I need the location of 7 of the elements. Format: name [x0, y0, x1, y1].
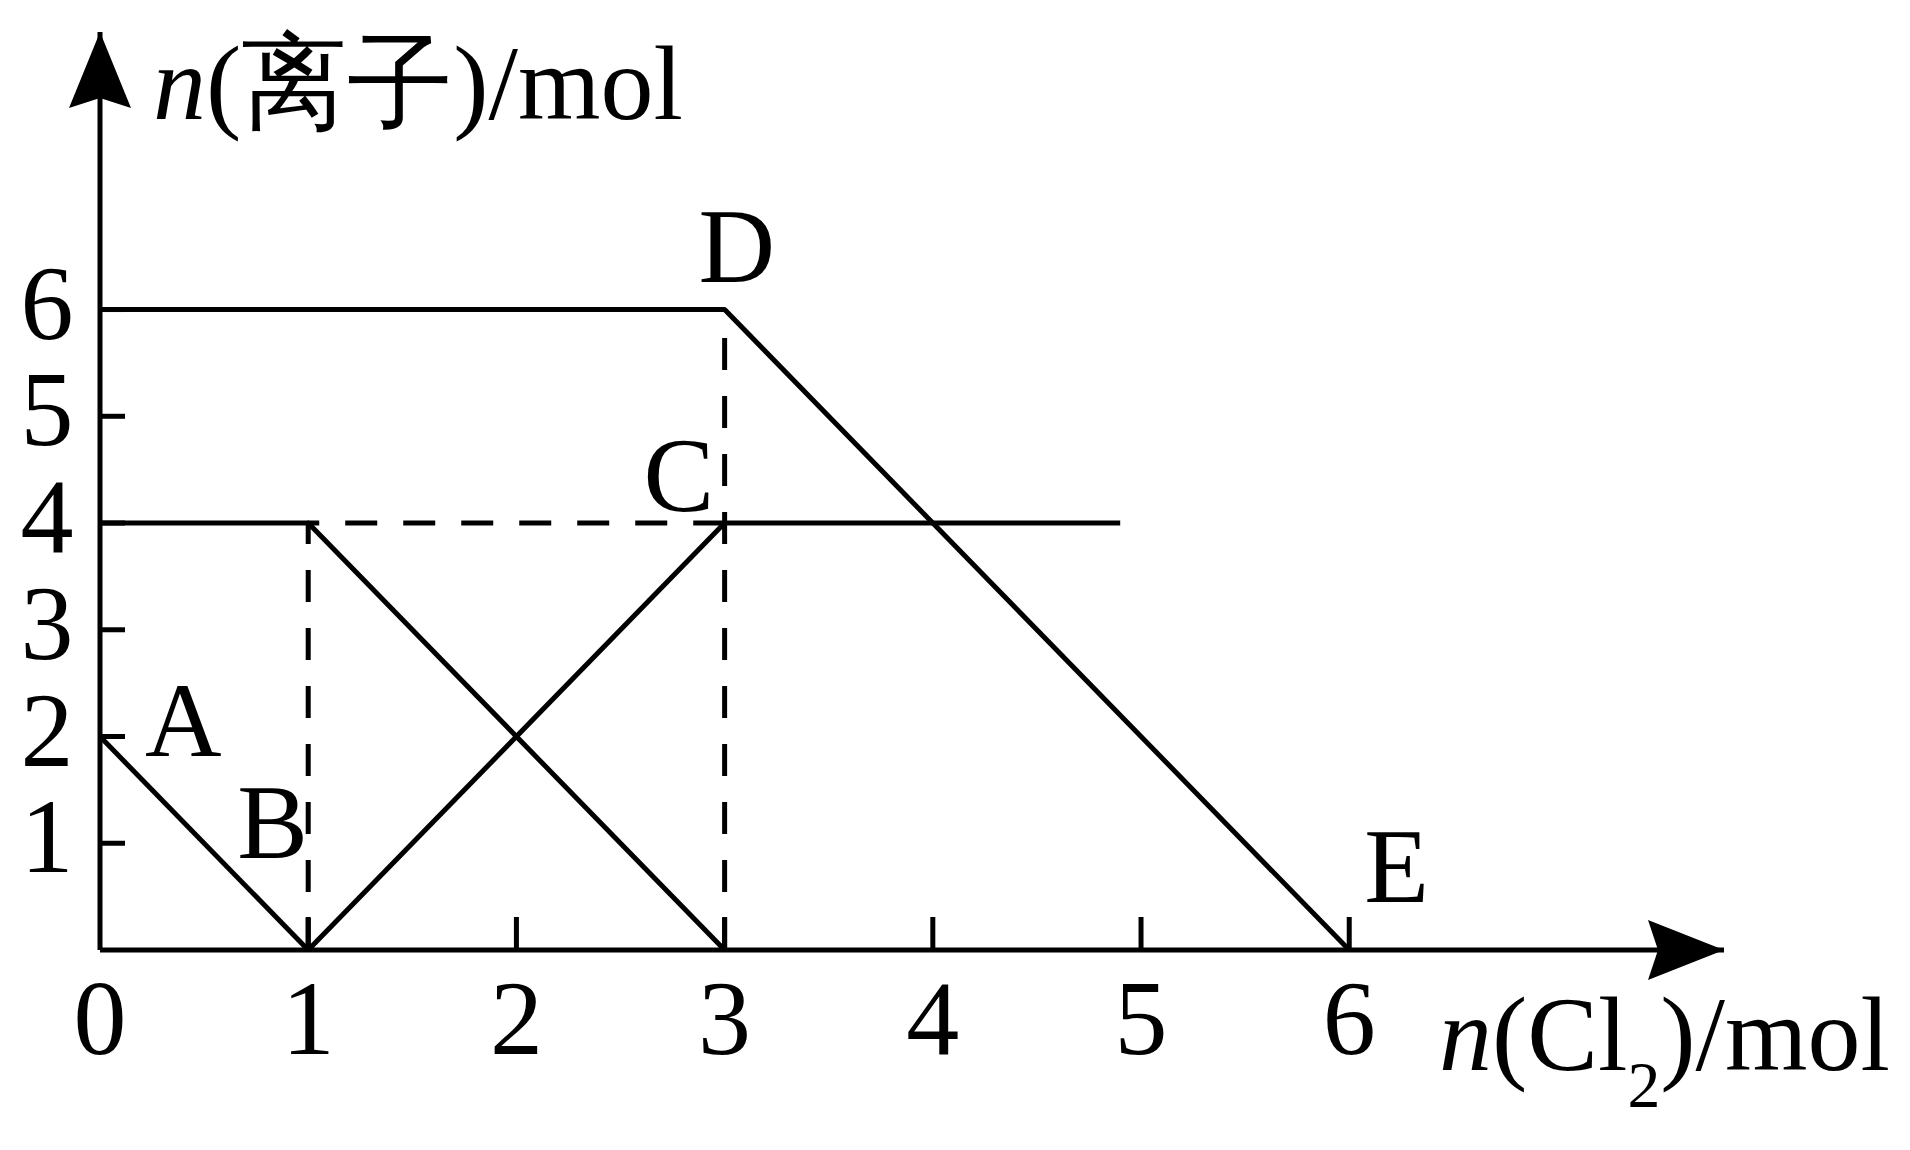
annotation: C — [643, 417, 715, 534]
annotation: E — [1364, 808, 1429, 925]
ylabel: n(离子)/mol — [153, 25, 683, 142]
annotation: B — [237, 764, 308, 881]
annotation: A — [145, 661, 222, 779]
annotation: D — [698, 187, 776, 305]
xlabel: n(Cl$_{2}$)/mol — [1439, 976, 1890, 1121]
